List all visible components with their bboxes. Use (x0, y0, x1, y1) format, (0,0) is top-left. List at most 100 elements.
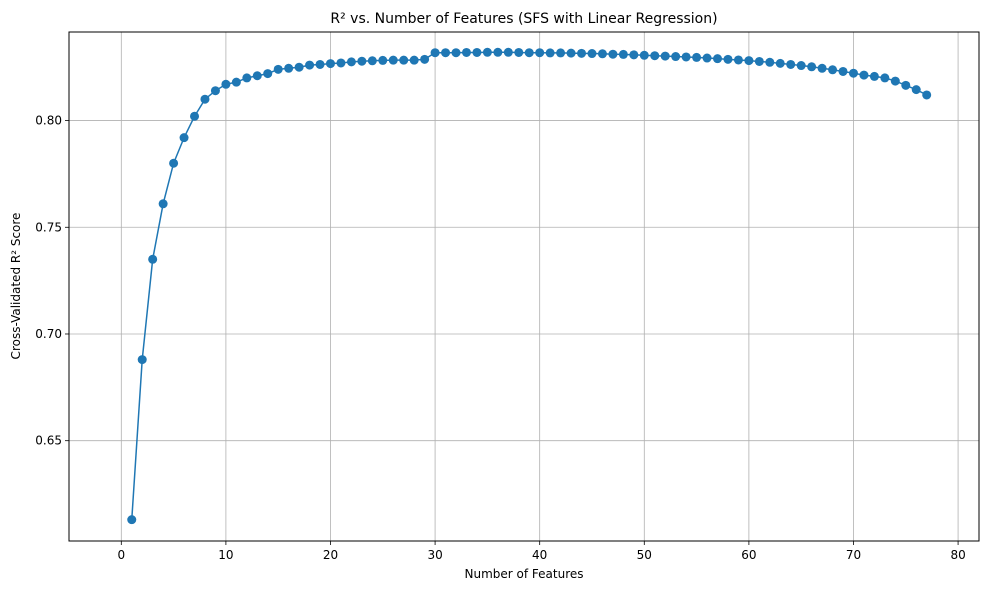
data-point (231, 77, 241, 87)
data-point (482, 47, 492, 57)
data-point (639, 50, 649, 60)
data-point (629, 50, 639, 60)
data-point (775, 58, 785, 68)
data-point (325, 59, 335, 69)
data-point (242, 73, 252, 83)
data-point (922, 90, 932, 100)
data-point (451, 48, 461, 58)
data-point (472, 47, 482, 57)
data-points (127, 47, 932, 525)
data-point (786, 59, 796, 69)
data-point (367, 56, 377, 66)
data-point (869, 71, 879, 81)
data-point (441, 48, 451, 58)
data-point (273, 64, 283, 74)
x-tick-label: 80 (950, 548, 965, 562)
data-point (210, 86, 220, 96)
data-point (650, 51, 660, 61)
y-tick-label: 0.70 (35, 327, 62, 341)
data-point (556, 48, 566, 58)
data-point (158, 199, 168, 209)
data-point (577, 48, 587, 58)
chart-title: R² vs. Number of Features (SFS with Line… (330, 11, 717, 27)
data-point (252, 71, 262, 81)
data-point (817, 63, 827, 73)
data-point (127, 515, 137, 525)
x-tick-label: 10 (218, 548, 233, 562)
data-point (890, 76, 900, 86)
data-point (660, 51, 670, 61)
data-point (618, 49, 628, 59)
y-axis-label: Cross-Validated R² Score (9, 213, 23, 360)
data-point (535, 48, 545, 58)
data-point (524, 48, 534, 58)
data-point (294, 62, 304, 72)
y-axis-ticks: 0.65 0.70 0.75 0.80 (35, 114, 69, 448)
data-point (503, 47, 513, 57)
data-point (702, 53, 712, 63)
x-axis-ticks: 0 10 20 30 40 50 60 70 80 (117, 541, 966, 562)
x-tick-label: 30 (427, 548, 442, 562)
data-point (765, 57, 775, 67)
data-point (901, 80, 911, 90)
data-point (263, 69, 273, 79)
data-point (608, 49, 618, 59)
x-tick-label: 0 (117, 548, 125, 562)
data-point (713, 54, 723, 64)
data-point (807, 62, 817, 72)
x-tick-label: 20 (323, 548, 338, 562)
x-tick-label: 60 (741, 548, 756, 562)
data-point (346, 57, 356, 67)
y-tick-label: 0.80 (35, 114, 62, 128)
data-point (169, 158, 179, 168)
data-point (828, 65, 838, 75)
data-point (200, 94, 210, 104)
data-point (671, 52, 681, 62)
grid (69, 32, 979, 541)
data-point (305, 60, 315, 70)
data-point (692, 52, 702, 62)
data-point (733, 55, 743, 65)
data-point (859, 70, 869, 80)
data-point (587, 49, 597, 59)
x-tick-label: 40 (532, 548, 547, 562)
data-point (723, 54, 733, 64)
data-point (461, 47, 471, 57)
data-point (848, 68, 858, 78)
x-tick-label: 70 (846, 548, 861, 562)
data-point (493, 47, 503, 57)
data-point (566, 48, 576, 58)
data-point (754, 56, 764, 66)
data-point (796, 61, 806, 71)
x-tick-label: 50 (637, 548, 652, 562)
y-tick-label: 0.75 (35, 220, 62, 234)
data-point (911, 85, 921, 95)
data-point (137, 355, 147, 365)
data-point (148, 254, 158, 264)
data-point (430, 48, 440, 58)
data-point (399, 55, 409, 65)
y-tick-label: 0.65 (35, 434, 62, 448)
x-axis-label: Number of Features (465, 567, 584, 581)
data-point (284, 63, 294, 73)
data-point (420, 54, 430, 64)
data-point (880, 73, 890, 83)
data-point (681, 52, 691, 62)
data-point (838, 66, 848, 76)
data-point (221, 79, 231, 89)
data-point (179, 133, 189, 143)
data-point (409, 55, 419, 65)
data-point (597, 49, 607, 59)
data-point (190, 111, 200, 121)
data-point (744, 56, 754, 66)
data-point (315, 59, 325, 69)
data-point (336, 58, 346, 68)
data-point (545, 48, 555, 58)
data-point (388, 55, 398, 65)
data-point (357, 56, 367, 66)
data-point (378, 55, 388, 65)
data-point (514, 47, 524, 57)
plot-frame (68, 31, 980, 542)
